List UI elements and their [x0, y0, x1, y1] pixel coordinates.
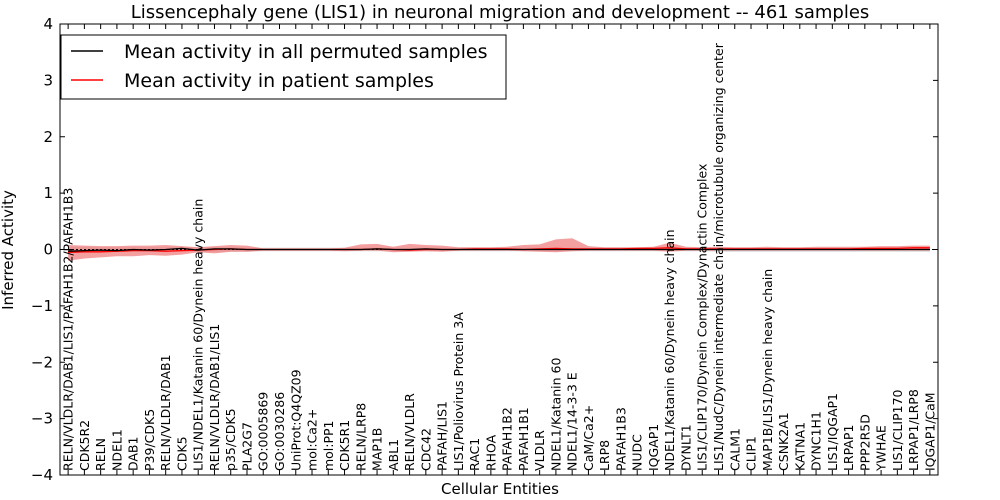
y-tick-label: 3: [43, 71, 53, 89]
x-tick-label: RAC1: [467, 438, 482, 471]
x-tick-label: IQGAP1: [646, 424, 661, 471]
x-tick-label: LRP8: [597, 440, 612, 471]
x-tick-label: RHOA: [483, 434, 498, 471]
x-tick-label: ABL1: [386, 439, 401, 471]
x-tick-label: NDEL1/14-3-3 E: [565, 372, 580, 471]
x-tick-label: RELN/VLDLR: [402, 393, 417, 471]
x-tick-label: LRPAP1/LRP8: [906, 389, 921, 471]
x-tick-label: NDEL1/Katanin 60/Dynein heavy chain: [662, 229, 677, 471]
legend-label-patient: Mean activity in patient samples: [124, 70, 434, 92]
x-tick-label: CLIP1: [744, 436, 759, 471]
x-tick-label: P39/CDK5: [142, 409, 157, 471]
legend-box: [60, 34, 507, 100]
x-tick-label: LIS1/CLIP170/Dynein Complex/Dynactin Com…: [695, 164, 710, 471]
x-tick-label: mol:Ca2+: [305, 409, 320, 471]
x-tick-label: PAFAH/LIS1: [435, 401, 450, 471]
x-tick-label: PAFAH1B2: [500, 407, 515, 471]
x-tick-label: CDC42: [418, 428, 433, 471]
series-line-0: [68, 247, 930, 252]
x-tick-label: LRPAP1: [841, 425, 856, 471]
y-tick-label: −2: [31, 353, 53, 371]
x-tick-label: LIS1/NudC/Dynein intermediate chain/micr…: [711, 42, 726, 471]
x-tick-label: RELN/LRP8: [353, 403, 368, 471]
y-tick-label: 0: [43, 241, 53, 259]
x-tick-label: UniProt:Q4QZ09: [288, 369, 303, 471]
x-tick-label: p35/CDK5: [223, 408, 238, 471]
x-tick-label: NDEL1/Katanin 60: [548, 358, 563, 471]
x-tick-label: PAFAH1B1: [516, 407, 531, 471]
x-tick-label: GO:0030286: [272, 392, 287, 471]
x-tick-label: MAP1B/LIS1/Dynein heavy chain: [760, 269, 775, 471]
x-tick-label: RELN/VLDLR/DAB1: [158, 354, 173, 471]
x-tick-label: CDK5: [174, 436, 189, 471]
legend-label-permuted: Mean activity in all permuted samples: [124, 41, 487, 63]
y-tick-label: 4: [43, 15, 53, 33]
x-tick-label: PAFAH1B3: [613, 407, 628, 471]
x-tick-label: CDK5R2: [77, 420, 92, 471]
x-tick-label: MAP1B: [370, 428, 385, 471]
x-tick-label: LIS1/Poliovirus Protein 3A: [451, 312, 466, 471]
x-tick-label: RELN/VLDLR/DAB1/LIS1: [207, 324, 222, 471]
x-tick-label: VLDLR: [532, 430, 547, 471]
x-tick-label: DYNC1H1: [809, 411, 824, 471]
x-tick-label: LIS1/IQGAP1: [825, 393, 840, 471]
x-tick-label: KATNA1: [792, 422, 807, 471]
x-tick-label: RELN: [93, 438, 108, 471]
x-tick-label: LIS1/NDEL1/Katanin 60/Dynein heavy chain: [191, 199, 206, 471]
y-tick-label: −3: [31, 410, 53, 428]
x-tick-label: CALM1: [727, 428, 742, 471]
x-tick-label: CSNK2A1: [776, 412, 791, 471]
legend: Mean activity in all permuted samples Me…: [60, 34, 507, 100]
y-tick-label: −4: [31, 466, 53, 484]
x-axis-label: Cellular Entities: [441, 480, 559, 498]
x-tick-label: IQGAP1/CaM: [922, 392, 937, 471]
y-tick-label: −1: [31, 297, 53, 315]
x-tick-label: NDEL1: [109, 429, 124, 471]
x-tick-label: DYNLT1: [679, 424, 694, 471]
x-tick-label: CaM/Ca2+: [581, 405, 596, 471]
x-tick-label: mol:PP1: [321, 420, 336, 471]
x-tick-label: DAB1: [126, 437, 141, 472]
x-tick-label: YWHAE: [874, 425, 889, 472]
x-tick-label: GO:0005869: [256, 392, 271, 471]
x-tick-label: PLA2G7: [240, 422, 255, 471]
x-tick-label: LIS1/CLIP170: [890, 389, 905, 471]
x-tick-label: PPP2R5D: [857, 414, 872, 471]
x-tick-label: RELN/VLDLR/DAB1/LIS1/PAFAH1B2/PAFAH1B3: [61, 188, 76, 471]
x-tick-label: NUDC: [630, 434, 645, 471]
y-tick-label: 2: [43, 128, 53, 146]
x-tick-label: CDK5R1: [337, 420, 352, 471]
y-tick-label: 1: [43, 184, 53, 202]
y-axis-label: Inferred Activity: [0, 190, 17, 310]
chart-title: Lissencephaly gene (LIS1) in neuronal mi…: [131, 2, 870, 23]
